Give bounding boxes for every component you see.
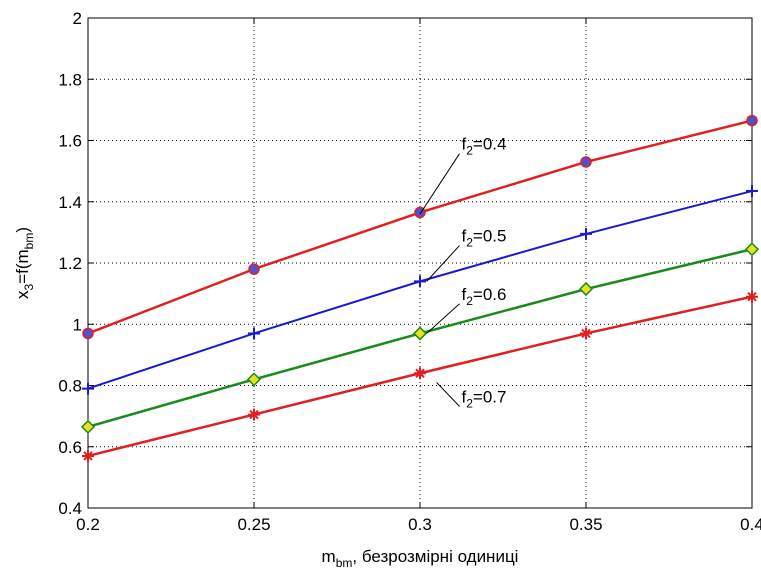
x-tick-label: 0.2 — [76, 515, 100, 534]
y-axis-label-c: ) — [13, 227, 32, 233]
series-annotation-label: f2=0.6 — [462, 285, 507, 308]
x-axis-label: mbm, безрозмірні одиниці — [322, 547, 519, 570]
x-tick-label: 0.25 — [237, 515, 270, 534]
data-point — [578, 281, 594, 297]
y-tick-label: 1.6 — [58, 132, 82, 151]
data-point — [580, 227, 592, 240]
annotation-sub: 2 — [466, 396, 473, 410]
annotation-main: f — [462, 227, 467, 246]
y-tick-label: 1.8 — [58, 70, 82, 89]
annotation-main: f — [462, 285, 467, 304]
annotation-sub: 2 — [466, 236, 473, 250]
y-tick-label: 1.2 — [58, 254, 82, 273]
y-axis-label-a-sub: 3 — [22, 284, 36, 291]
data-point — [744, 242, 760, 257]
y-tick-label: 0.4 — [58, 499, 82, 518]
series-annotation-label: f2=0.7 — [462, 387, 507, 410]
annotation-leader-line — [426, 245, 460, 282]
data-point — [82, 449, 94, 462]
x-tick-label: 0.3 — [408, 515, 432, 534]
data-point — [248, 327, 260, 340]
data-point — [746, 290, 758, 303]
x-tick-label: 0.35 — [569, 515, 602, 534]
annotation-leader-line — [436, 382, 460, 407]
annotation-rest: =0.5 — [473, 227, 507, 246]
data-point — [414, 367, 426, 380]
series-3 — [80, 242, 760, 434]
annotation-main: f — [462, 387, 467, 406]
series-1 — [82, 114, 758, 340]
y-axis-label-b: =f(m — [13, 249, 32, 283]
series-annotation-label: f2=0.5 — [462, 227, 507, 250]
x-axis-label-sub: bm — [336, 556, 353, 570]
series-annotation-label: f2=0.4 — [462, 135, 507, 158]
data-point — [248, 263, 260, 275]
y-axis-label-b-sub: bm — [22, 233, 36, 250]
data-point — [82, 327, 94, 340]
annotation-sub: 2 — [466, 294, 473, 308]
annotation-rest: =0.6 — [473, 285, 507, 304]
grid-lines — [88, 18, 752, 508]
series-2 — [82, 185, 758, 395]
data-point — [746, 185, 758, 198]
data-point — [414, 275, 426, 288]
x-axis-label-rest: , безрозмірні одиниці — [352, 547, 518, 566]
annotation-leader-line — [426, 303, 460, 334]
y-tick-label: 0.8 — [58, 377, 82, 396]
data-point — [580, 327, 592, 340]
series-annotations: f2=0.4f2=0.5f2=0.6f2=0.7 — [419, 135, 507, 410]
y-axis-label-a: x — [13, 290, 32, 299]
annotation-sub: 2 — [466, 144, 473, 158]
y-tick-label: 0.6 — [58, 438, 82, 457]
data-point — [246, 372, 262, 387]
annotation-rest: =0.7 — [473, 387, 507, 406]
x-tick-label: 0.4 — [740, 515, 761, 534]
data-point — [82, 382, 94, 395]
x-axis-label-main: m — [322, 547, 336, 566]
annotation-rest: =0.4 — [473, 135, 507, 154]
y-axis-label: x3=f(mbm) — [13, 227, 36, 299]
series-4 — [82, 290, 758, 462]
data-point — [80, 419, 96, 434]
data-point — [248, 408, 260, 421]
y-tick-label: 1.4 — [58, 193, 82, 212]
y-tick-label: 1 — [73, 315, 82, 334]
annotation-main: f — [462, 135, 467, 154]
axis-ticks: 0.2 0.25 0.3 0.35 0.4 0.4 0.6 0.8 1 1.2 1.4 1.6 1.8 2 — [58, 9, 761, 534]
series-layer — [80, 114, 760, 462]
y-tick-label: 2 — [73, 9, 82, 28]
data-point — [412, 326, 428, 341]
data-point — [580, 156, 592, 168]
annotation-leader-line — [419, 153, 460, 215]
data-point — [746, 114, 758, 127]
